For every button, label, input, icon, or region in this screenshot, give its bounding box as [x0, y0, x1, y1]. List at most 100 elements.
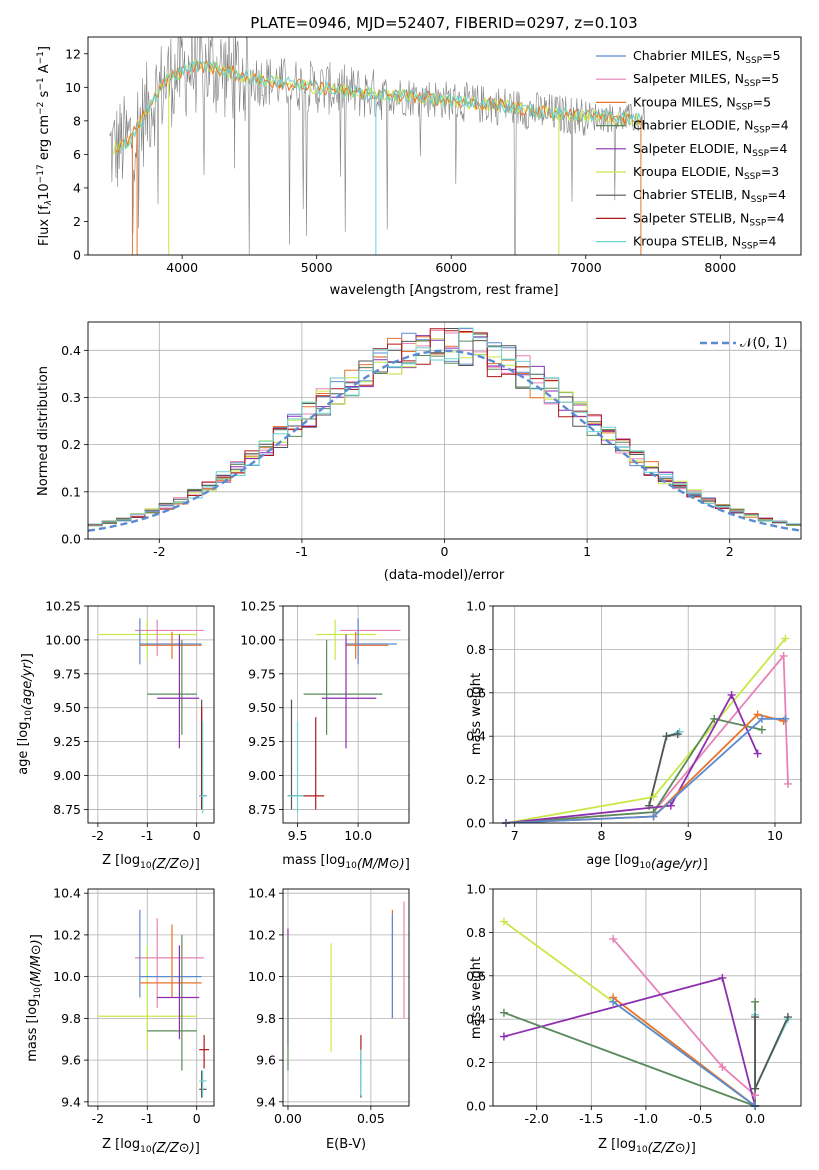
- y-tick-label: 0.3: [61, 390, 81, 405]
- y-tick-label: 9.75: [53, 666, 81, 681]
- y-tick-label: 0.2: [61, 437, 81, 452]
- legend-label-chabrier_elodie: Chabrier ELODIE, NSSP=4: [633, 118, 789, 136]
- x-tick-label: 0.05: [357, 1111, 385, 1126]
- y-tick-label: 0.4: [61, 343, 81, 358]
- axes-age_vs_Z: -2 -1 0 8.75 9.00 9.25 9.50 9.75 10.00 10.25 Z [lo…: [16, 599, 215, 872]
- x-tick-label: -2: [92, 828, 104, 843]
- x-tick-label: 7: [511, 828, 519, 843]
- weight-marker-chabrier_miles: [649, 812, 658, 821]
- weight-marker-chabrier_miles: [609, 997, 618, 1006]
- weight-marker-salpeter_miles: [718, 1062, 727, 1071]
- y-tick-label: 0.8: [466, 642, 486, 657]
- y-tick-label: 1.0: [466, 882, 486, 897]
- y-tick-label: 4: [73, 180, 81, 195]
- legend-label-chabrier_stelib: Chabrier STELIB, NSSP=4: [633, 187, 786, 205]
- y-tick-label: 0: [73, 248, 81, 263]
- plot-area-residuals: [88, 327, 801, 532]
- weight-marker-salpeter_elodie: [727, 690, 736, 699]
- y-tick-label: 0.0: [61, 532, 81, 547]
- x-tick-label: -2: [92, 1111, 104, 1126]
- y-tick-label: 9.8: [256, 1011, 276, 1026]
- x-tick-label: -1: [141, 828, 153, 843]
- axes-mass_vs_Z: -2 -1 0 9.4 9.6 9.8 10.0 10.2 10.4 Z [log10(Z/Z⊙)…: [25, 886, 215, 1156]
- axes-frame: [282, 605, 410, 824]
- legend-label-salpeter_stelib: Salpeter STELIB, NSSP=4: [633, 210, 785, 228]
- axes-frame: [87, 605, 215, 824]
- weight-line-chabrier_elodie: [505, 717, 763, 823]
- x-tick-label: 9.5: [288, 828, 308, 843]
- model-spectrum-kroupa_stelib: [119, 58, 643, 151]
- x-axis-label: (data-model)/error: [384, 568, 505, 583]
- y-axis-label: mass [log10(M/M⊙)]: [25, 934, 44, 1062]
- x-axis-label: Z [log10(Z/Z⊙)]: [102, 853, 200, 872]
- x-axis-label: mass [log10(M/M⊙)]: [282, 853, 410, 872]
- weight-marker-chabrier_elodie: [710, 714, 719, 723]
- legend-label-salpeter_miles: Salpeter MILES, NSSP=5: [633, 71, 779, 89]
- y-tick-label: 8: [73, 113, 81, 128]
- weight-marker-salpeter_miles: [779, 651, 788, 660]
- normal-curve: [88, 349, 801, 532]
- y-tick-label: 0.6: [466, 685, 486, 700]
- x-tick-label: 9: [684, 828, 692, 843]
- x-tick-label: -1: [296, 544, 308, 559]
- y-tick-label: 8.75: [248, 802, 276, 817]
- weight-marker-chabrier_stelib: [783, 1013, 792, 1022]
- weight-marker-chabrier_miles: [757, 714, 766, 723]
- weight-marker-salpeter_elodie: [718, 973, 727, 982]
- axes-mass_vs_ebv: 0.00 0.05 9.4 9.6 9.8 10.0 10.2 10.4 E(B-V): [248, 886, 410, 1152]
- histogram-salpeter_stelib: [88, 328, 801, 525]
- y-tick-label: 0.1: [61, 484, 81, 499]
- legend-label-kroupa_miles: Kroupa MILES, NSSP=5: [633, 94, 771, 112]
- y-tick-label: 9.25: [53, 734, 81, 749]
- weight-marker-chabrier_elodie: [757, 725, 766, 734]
- axes-frame: [282, 888, 410, 1107]
- weight-marker-chabrier_stelib: [751, 1013, 760, 1022]
- histogram-kroupa_stelib: [88, 327, 801, 525]
- weight-line-chabrier_miles: [505, 717, 786, 823]
- axes-frame: [87, 888, 215, 1107]
- x-axis-label: wavelength [Angstrom, rest frame]: [330, 283, 559, 298]
- y-tick-label: 0.6: [466, 968, 486, 983]
- y-tick-label: 10.00: [45, 632, 81, 647]
- y-tick-label: 0.4: [466, 1012, 486, 1027]
- weight-marker-chabrier_miles: [781, 714, 790, 723]
- weight-marker-chabrier_stelib: [645, 801, 654, 810]
- x-tick-label: 10.0: [344, 828, 372, 843]
- y-tick-label: 0.8: [466, 925, 486, 940]
- weight-line-salpeter_elodie: [505, 692, 759, 823]
- y-tick-label: 9.50: [248, 700, 276, 715]
- weight-marker-kroupa_miles: [753, 710, 762, 719]
- weight-marker-kroupa_elodie: [499, 917, 508, 926]
- y-tick-label: 0.2: [466, 772, 486, 787]
- y-tick-label: 9.4: [256, 1094, 276, 1109]
- y-tick-label: 8.75: [53, 802, 81, 817]
- weight-marker-chabrier_stelib: [673, 730, 682, 739]
- y-tick-label: 0.0: [466, 1099, 486, 1114]
- y-tick-label: 0.4: [466, 729, 486, 744]
- x-tick-label: -1: [141, 1111, 153, 1126]
- axes-weight_vs_age: 7 8 9 10 0.0 0.2 0.4 0.6 0.8 1.0 age [log10(age/yr…: [466, 599, 802, 872]
- x-tick-label: 10: [767, 828, 783, 843]
- y-axis-label: mass weight: [469, 957, 484, 1039]
- x-axis-label: age [log10(age/yr)]: [586, 853, 708, 872]
- figure-title: PLATE=0946, MJD=52407, FIBERID=0297, z=0…: [250, 14, 637, 32]
- x-tick-label: 8000: [704, 260, 736, 275]
- weight-marker-kroupa_elodie: [649, 792, 658, 801]
- x-tick-label: 0.00: [274, 1111, 302, 1126]
- x-tick-label: -1.5: [579, 1111, 603, 1126]
- plot-area-mass_vs_ebv: [287, 901, 405, 1098]
- x-tick-label: 4000: [166, 260, 198, 275]
- y-tick-label: 1.0: [466, 599, 486, 614]
- weight-line-chabrier_stelib: [754, 1016, 789, 1089]
- axes-spectrum: 4000 5000 6000 7000 8000 0 2 4 6 8 10 12 wavelength …: [36, 36, 802, 298]
- y-tick-label: 9.75: [248, 666, 276, 681]
- y-axis-label: mass weight: [469, 673, 484, 755]
- weight-marker-salpeter_miles: [783, 779, 792, 788]
- weight-marker-salpeter_elodie: [499, 1032, 508, 1041]
- x-axis-label: E(B-V): [326, 1137, 366, 1152]
- y-tick-label: 10.2: [248, 927, 276, 942]
- y-tick-label: 0.2: [466, 1055, 486, 1070]
- legend-label-kroupa_stelib: Kroupa STELIB, NSSP=4: [633, 234, 777, 252]
- y-axis-label: age [log10(age/yr)]: [16, 653, 35, 775]
